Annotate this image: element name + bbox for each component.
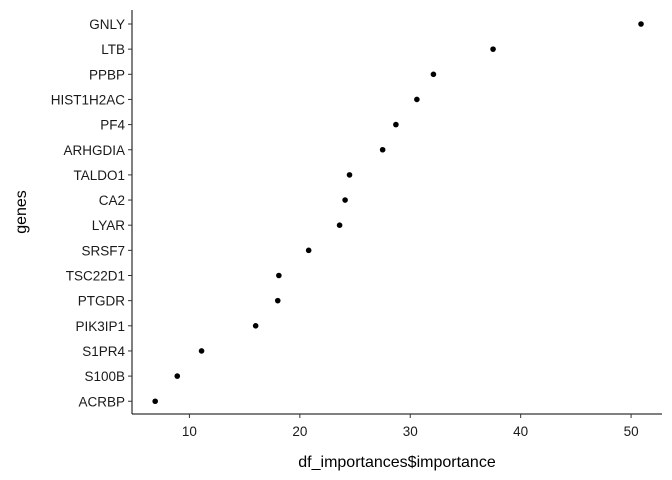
- y-tick-label: S100B: [84, 369, 125, 384]
- data-point-s1pr4: [198, 348, 205, 354]
- data-point-hist1h2ac: [414, 96, 420, 103]
- y-tick-label: TALDO1: [73, 168, 125, 183]
- y-tick-label: ARHGDIA: [63, 143, 125, 158]
- data-point-tsc22d1: [276, 272, 282, 279]
- data-point-taldo1: [346, 172, 353, 178]
- y-axis-title: genes: [13, 190, 30, 234]
- data-point-ptgdr: [274, 297, 281, 304]
- x-tick-label: 20: [292, 424, 307, 439]
- data-point-s100b: [174, 373, 181, 379]
- data-point-lyar: [336, 222, 343, 228]
- y-tick-label: GNLY: [89, 17, 125, 32]
- data-point-ltb: [490, 46, 496, 52]
- x-tick-label: 50: [624, 424, 639, 439]
- data-point-gnly: [638, 21, 644, 27]
- y-tick-label: PTGDR: [78, 294, 126, 309]
- data-point-ppbp: [430, 71, 437, 78]
- y-tick-label: PF4: [100, 118, 125, 133]
- y-tick-label: S1PR4: [82, 344, 125, 359]
- y-tick-label: TSC22D1: [66, 269, 125, 284]
- data-points: [152, 21, 644, 405]
- y-tick-label: PIK3IP1: [75, 319, 125, 334]
- y-tick-label: ACRBP: [78, 394, 125, 409]
- data-point-pik3ip1: [252, 323, 259, 329]
- data-point-arhgdia: [379, 146, 386, 153]
- y-axis-ticks: GNLY LTB PPBP HIST1H2AC PF4 ARHGDIA TALDO1 CA2 L…: [51, 17, 132, 409]
- data-point-ca2: [342, 197, 348, 203]
- y-tick-label: PPBP: [89, 67, 125, 82]
- data-point-srsf7: [305, 247, 312, 254]
- y-tick-label: LTB: [101, 42, 125, 57]
- x-axis-ticks: 10 20 30 40 50: [182, 414, 639, 439]
- data-point-acrbp: [152, 398, 158, 405]
- x-tick-label: 10: [182, 424, 197, 439]
- data-point-pf4: [393, 121, 399, 128]
- x-axis-title: df_importances$importance: [298, 454, 496, 471]
- y-tick-label: LYAR: [92, 218, 126, 233]
- y-tick-label: SRSF7: [81, 243, 125, 258]
- y-tick-label: HIST1H2AC: [51, 92, 126, 107]
- y-tick-label: CA2: [99, 193, 125, 208]
- x-tick-label: 40: [513, 424, 528, 439]
- x-tick-label: 30: [403, 424, 418, 439]
